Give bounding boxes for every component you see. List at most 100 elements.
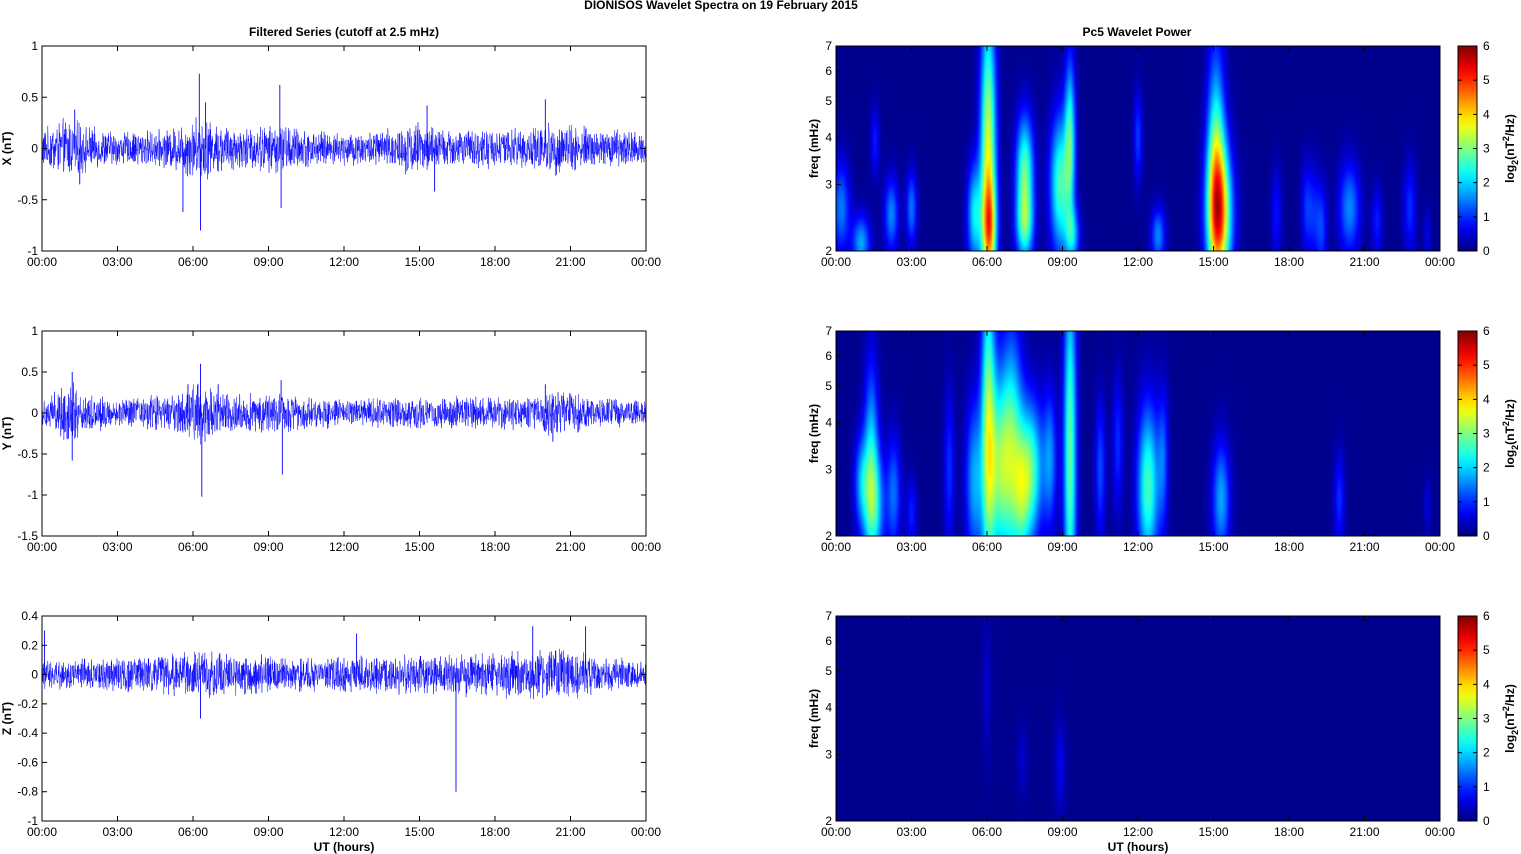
wavelet-x-power-image [836, 46, 1440, 251]
wavelet-y-x-tick-label: 06:00 [972, 540, 1002, 554]
wavelet-y-colorbar: 0 1 2 3 4 5 6 log2(nT2/Hz) [1457, 324, 1520, 543]
wavelet-y-colorbar-tick-label: 6 [1483, 324, 1490, 338]
wavelet-x-y-tick-label: 5 [825, 94, 832, 108]
wavelet-y-colorbar-tick-label: 0 [1483, 529, 1490, 543]
wavelet-y-colorbar-tick-label: 3 [1483, 427, 1490, 441]
wavelet-x-colorbar-label: log2(nT2/Hz) [1501, 114, 1520, 183]
wavelet-z-x-tick-label: 06:00 [972, 825, 1002, 839]
series-z-x-tick-label: 03:00 [102, 825, 132, 839]
series-z-x-label: UT (hours) [314, 840, 375, 854]
wavelet-y-colorbar-tick-label: 1 [1483, 495, 1490, 509]
series-x-y-tick-label: -1 [27, 244, 38, 258]
wavelet-z-x-tick-label: 00:00 [1425, 825, 1455, 839]
wavelet-y-y-tick-label: 6 [825, 349, 832, 363]
wavelet-z-y-tick-label: 5 [825, 664, 832, 678]
wavelet-x-colorbar-tick-label: 1 [1483, 210, 1490, 224]
series-x-y-label: X (nT) [0, 132, 14, 166]
wavelet-z-x-tick-label: 18:00 [1274, 825, 1304, 839]
panels: -1 -0.5 0 0.5 1 00:00 03:00 06:00 09:00 12:00 15:0… [0, 39, 1520, 854]
wavelet-x-x-tick-label: 09:00 [1047, 255, 1077, 269]
wavelet-x-x-tick-label: 00:00 [1425, 255, 1455, 269]
wavelet-z-colorbar-tick-label: 5 [1483, 643, 1490, 657]
wavelet-z-colorbar-tick-label: 6 [1483, 609, 1490, 623]
series-y-x-tick-label: 09:00 [253, 540, 283, 554]
wavelet-z-y-tick-label: 3 [825, 748, 832, 762]
series-y-plot-area [42, 331, 646, 536]
wavelet-x-colorbar: 0 1 2 3 4 5 6 log2(nT2/Hz) [1457, 39, 1520, 258]
series-z-x-tick-label: 06:00 [178, 825, 208, 839]
wavelet-y-colorbar-label: log2(nT2/Hz) [1501, 399, 1520, 468]
wavelet-x-y-label: freq (mHz) [807, 119, 821, 178]
wavelet-x-colorbar-tick-label: 3 [1483, 142, 1490, 156]
figure-suptitle: DIONISOS Wavelet Spectra on 19 February … [584, 0, 858, 12]
wavelet-z-y-label: freq (mHz) [807, 689, 821, 748]
wavelet-x-panel: 2 3 4 5 6 7 00:00 03:00 06:00 09:00 12:00 15:00 18:0… [807, 39, 1520, 269]
wavelet-y-x-tick-label: 00:00 [1425, 540, 1455, 554]
wavelet-x-colorbar-tick-label: 2 [1483, 176, 1490, 190]
wavelet-y-x-tick-label: 00:00 [821, 540, 851, 554]
series-z-x-tick-label: 12:00 [329, 825, 359, 839]
wavelet-z-colorbar-label: log2(nT2/Hz) [1501, 684, 1520, 753]
series-y-y-tick-label: -1.5 [17, 529, 38, 543]
wavelet-x-x-tick-label: 00:00 [821, 255, 851, 269]
wavelet-y-y-tick-label: 7 [825, 324, 832, 338]
series-z-x-tick-label: 18:00 [480, 825, 510, 839]
wavelet-z-y-tick-label: 4 [825, 701, 832, 715]
wavelet-y-y-tick-label: 5 [825, 379, 832, 393]
series-y-trace [41, 382, 647, 445]
wavelet-x-y-tick-label: 2 [825, 244, 832, 258]
series-x-x-tick-label: 00:00 [631, 255, 661, 269]
series-x-y-tick-label: 0.5 [21, 90, 38, 104]
series-y-x-tick-label: 12:00 [329, 540, 359, 554]
wavelet-z-colorbar-tick-label: 2 [1483, 746, 1490, 760]
series-z-x-tick-label: 00:00 [631, 825, 661, 839]
wavelet-y-x-tick-label: 15:00 [1198, 540, 1228, 554]
series-y-y-tick-label: -0.5 [17, 447, 38, 461]
wavelet-z-x-tick-label: 15:00 [1198, 825, 1228, 839]
wavelet-x-colorbar-tick-label: 6 [1483, 39, 1490, 53]
wavelet-y-colorbar-tick-label: 4 [1483, 392, 1490, 406]
wavelet-x-y-tick-label: 3 [825, 178, 832, 192]
series-z-y-tick-label: 0 [31, 668, 38, 682]
wavelet-x-x-tick-label: 06:00 [972, 255, 1002, 269]
wavelet-y-colorbar-tick-label: 5 [1483, 358, 1490, 372]
series-z-x-tick-label: 09:00 [253, 825, 283, 839]
series-x-x-tick-label: 03:00 [102, 255, 132, 269]
series-y-x-tick-label: 06:00 [178, 540, 208, 554]
wavelet-y-x-tick-label: 09:00 [1047, 540, 1077, 554]
wavelet-y-colorbar-tick-label: 2 [1483, 461, 1490, 475]
series-y-x-tick-label: 18:00 [480, 540, 510, 554]
left-column-title: Filtered Series (cutoff at 2.5 mHz) [249, 25, 439, 39]
wavelet-z-x-tick-label: 12:00 [1123, 825, 1153, 839]
series-y-x-tick-label: 00:00 [27, 540, 57, 554]
wavelet-y-power-image [836, 331, 1440, 536]
wavelet-z-colorbar-tick-label: 3 [1483, 712, 1490, 726]
wavelet-x-x-tick-label: 18:00 [1274, 255, 1304, 269]
series-x-x-tick-label: 18:00 [480, 255, 510, 269]
series-y-x-tick-label: 03:00 [102, 540, 132, 554]
series-z-y-tick-label: -0.2 [17, 697, 38, 711]
wavelet-z-y-tick-label: 2 [825, 814, 832, 828]
series-z-x-tick-label: 00:00 [27, 825, 57, 839]
series-x-y-tick-label: -0.5 [17, 193, 38, 207]
series-x-y-tick-label: 0 [31, 142, 38, 156]
series-x-x-tick-label: 06:00 [178, 255, 208, 269]
wavelet-z-colorbar-tick-label: 4 [1483, 677, 1490, 691]
series-z-plot-area [42, 616, 646, 821]
wavelet-y-x-tick-label: 18:00 [1274, 540, 1304, 554]
wavelet-x-x-tick-label: 21:00 [1349, 255, 1379, 269]
wavelet-z-panel: 2 3 4 5 6 7 00:00 03:00 06:00 09:00 12:00 15:00 18:0… [807, 609, 1520, 854]
series-x-x-tick-label: 21:00 [555, 255, 585, 269]
series-x-x-tick-label: 15:00 [404, 255, 434, 269]
right-column-title: Pc5 Wavelet Power [1083, 25, 1192, 39]
series-z-y-tick-label: -0.8 [17, 785, 38, 799]
series-y-x-tick-label: 00:00 [631, 540, 661, 554]
wavelet-y-x-tick-label: 12:00 [1123, 540, 1153, 554]
series-z-y-tick-label: -1 [27, 814, 38, 828]
series-y-y-tick-label: 0 [31, 406, 38, 420]
series-x-x-tick-label: 09:00 [253, 255, 283, 269]
series-y-panel: -1.5 -1 -0.5 0 0.5 1 00:00 03:00 06:00 09:00 12:00… [0, 324, 661, 554]
wavelet-z-x-label: UT (hours) [1108, 840, 1169, 854]
wavelet-y-y-tick-label: 2 [825, 529, 832, 543]
